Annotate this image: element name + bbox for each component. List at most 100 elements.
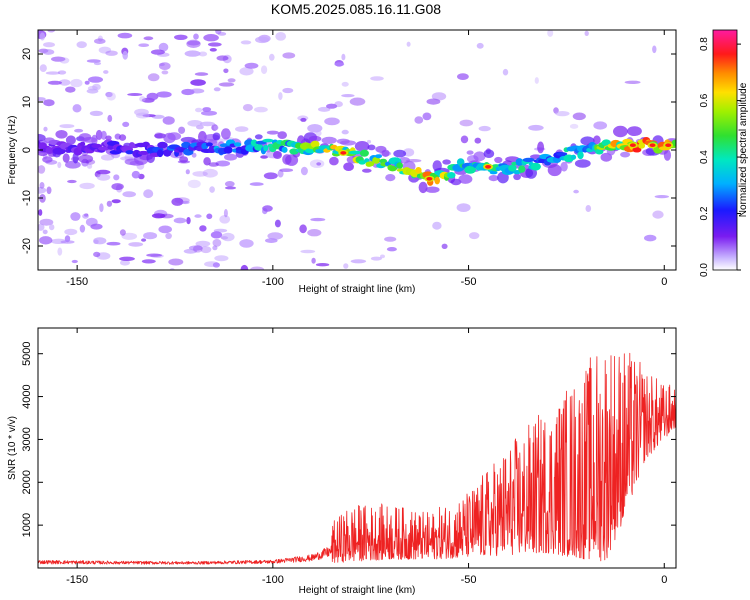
snr-ytick-label: 1000 (21, 513, 33, 537)
spectrogram-noise-blob (188, 245, 203, 251)
spectrogram-noise-blob (267, 232, 284, 240)
spectrogram-noise-blob (282, 87, 294, 94)
spectrogram-noise-blob (193, 245, 203, 253)
spectrogram-ridge-halo (266, 130, 279, 135)
spectrogram-ridge-halo (418, 181, 428, 194)
snr-ytick-label: 5000 (21, 341, 33, 365)
spectrogram-noise-blob (502, 68, 509, 76)
snr-xtick-label: -50 (461, 574, 477, 586)
spectrogram-noise-blob (224, 181, 235, 187)
spectrogram-noise-blob (174, 34, 188, 40)
spectrogram-noise-blob (38, 223, 45, 231)
spectrogram-noise-blob (99, 203, 104, 213)
spectrogram-ridge-cell (530, 162, 541, 171)
spectrogram-ridge-halo (393, 149, 407, 158)
spectrogram-noise-blob (350, 259, 367, 264)
spectrogram-noise-blob (67, 179, 77, 184)
spectrogram-ridge-halo (613, 125, 628, 138)
spectrogram-noise-blob (158, 42, 169, 52)
spectrogram-noise-blob (456, 203, 471, 213)
spectrogram-ylabel: Frequency (Hz) (7, 116, 18, 185)
spectrogram-noise-blob (255, 36, 270, 44)
spectrogram-peak-core (649, 143, 656, 147)
spectrogram-noise-blob (143, 232, 158, 240)
spectrogram-noise-blob (201, 110, 217, 116)
spectrogram-noise-blob (199, 121, 215, 127)
spectrogram-ridge-halo (321, 136, 337, 144)
spectrogram-noise-blob (406, 41, 411, 47)
spectrogram-noise-blob (244, 62, 259, 69)
spectrogram-noise-blob (79, 224, 86, 233)
spectrogram-noise-blob (45, 71, 61, 75)
spectrogram-ridge-cell (522, 157, 535, 163)
spectrogram-peak-core (426, 177, 433, 181)
spectrogram-noise-blob (265, 238, 278, 244)
spectrogram-noise-blob (199, 225, 207, 232)
spectrogram-ridge-halo (154, 133, 167, 139)
spectrogram-ridge-cell (638, 142, 646, 149)
spectrogram-noise-blob (644, 234, 657, 242)
spectrogram-ridge-cell (137, 150, 150, 155)
spectrogram-noise-blob (652, 45, 657, 54)
spectrogram-ridge-halo (100, 130, 107, 140)
spectrogram-noise-blob (192, 171, 208, 177)
spectrogram-noise-blob (299, 224, 307, 234)
spectrogram-ridge-cell (125, 150, 134, 155)
spectrogram-noise-blob (422, 112, 432, 121)
spectrogram-ridge-halo (367, 144, 376, 151)
spectrogram-ridge-halo (458, 174, 473, 184)
spectrogram-ytick-label: -10 (21, 190, 33, 206)
spectrogram-noise-blob (79, 182, 95, 190)
spectrogram-noise-blob (143, 36, 154, 41)
spectrogram-noise-blob (195, 240, 211, 247)
spectrogram-ridge-halo (385, 174, 396, 182)
spectrogram-noise-blob (334, 62, 345, 67)
spectrogram-noise-blob (414, 116, 424, 124)
spectrogram-noise-blob (39, 182, 45, 189)
spectrogram-noise-blob (122, 121, 130, 127)
spectrogram-ridge-halo (91, 134, 98, 146)
spectrogram-noise-blob (555, 111, 570, 117)
spectrogram-noise-blob (100, 154, 115, 161)
spectrogram-noise-blob (106, 200, 113, 207)
spectrogram-noise-blob (478, 125, 491, 132)
spectrogram-noise-blob (82, 213, 89, 219)
spectrogram-noise-blob (121, 232, 138, 240)
snr-panel: -150 -100 -50 0 1000 2000 3000 4000 5000 Height … (7, 327, 677, 596)
spectrogram-ytick-label: -20 (21, 238, 33, 254)
spectrogram-noise-blob (128, 242, 144, 247)
spectrogram-ridge-cell (375, 154, 382, 159)
spectrogram-noise-blob (156, 91, 172, 98)
spectrogram-noise-blob (141, 238, 147, 242)
spectrogram-noise-blob (76, 41, 87, 49)
spectrogram-ridge-cell (632, 147, 642, 153)
spectrogram-noise-blob (139, 96, 146, 102)
snr-xlabel: Height of straight line (km) (299, 585, 416, 596)
spectrogram-ridge-cell (52, 147, 66, 155)
spectrogram-noise-blob (146, 253, 163, 257)
spectrogram-noise-blob (127, 93, 143, 96)
spectrogram-noise-blob (190, 79, 206, 86)
spectrogram-noise-blob (547, 30, 554, 37)
spectrogram-noise-blob (57, 247, 63, 256)
spectrogram-ridge-halo (513, 173, 521, 181)
snr-ylabel: SNR (10 * v/v) (7, 416, 18, 480)
spectrogram-ridge-cell (388, 165, 398, 172)
spectrogram-xtick-label: -50 (461, 276, 477, 288)
spectrogram-xtick-label: 0 (661, 276, 667, 288)
spectrogram-noise-blob (311, 257, 316, 264)
spectrogram-ridge-halo (105, 135, 112, 141)
spectrogram-noise-blob (131, 170, 141, 179)
spectrogram-noise-blob (441, 243, 448, 249)
spectrogram-noise-blob (261, 65, 268, 74)
spectrogram-noise-blob (72, 104, 82, 113)
spectrogram-noise-blob (366, 139, 372, 144)
spectrogram-noise-blob (162, 116, 175, 125)
spectrogram-ridge-halo (254, 134, 263, 140)
spectrogram-noise-blob (200, 246, 212, 254)
spectrogram-noise-blob (278, 92, 283, 101)
spectrogram-ridge-halo (38, 133, 46, 142)
spectrogram-noise-blob (624, 80, 641, 85)
spectrogram-noise-blob (263, 172, 278, 180)
